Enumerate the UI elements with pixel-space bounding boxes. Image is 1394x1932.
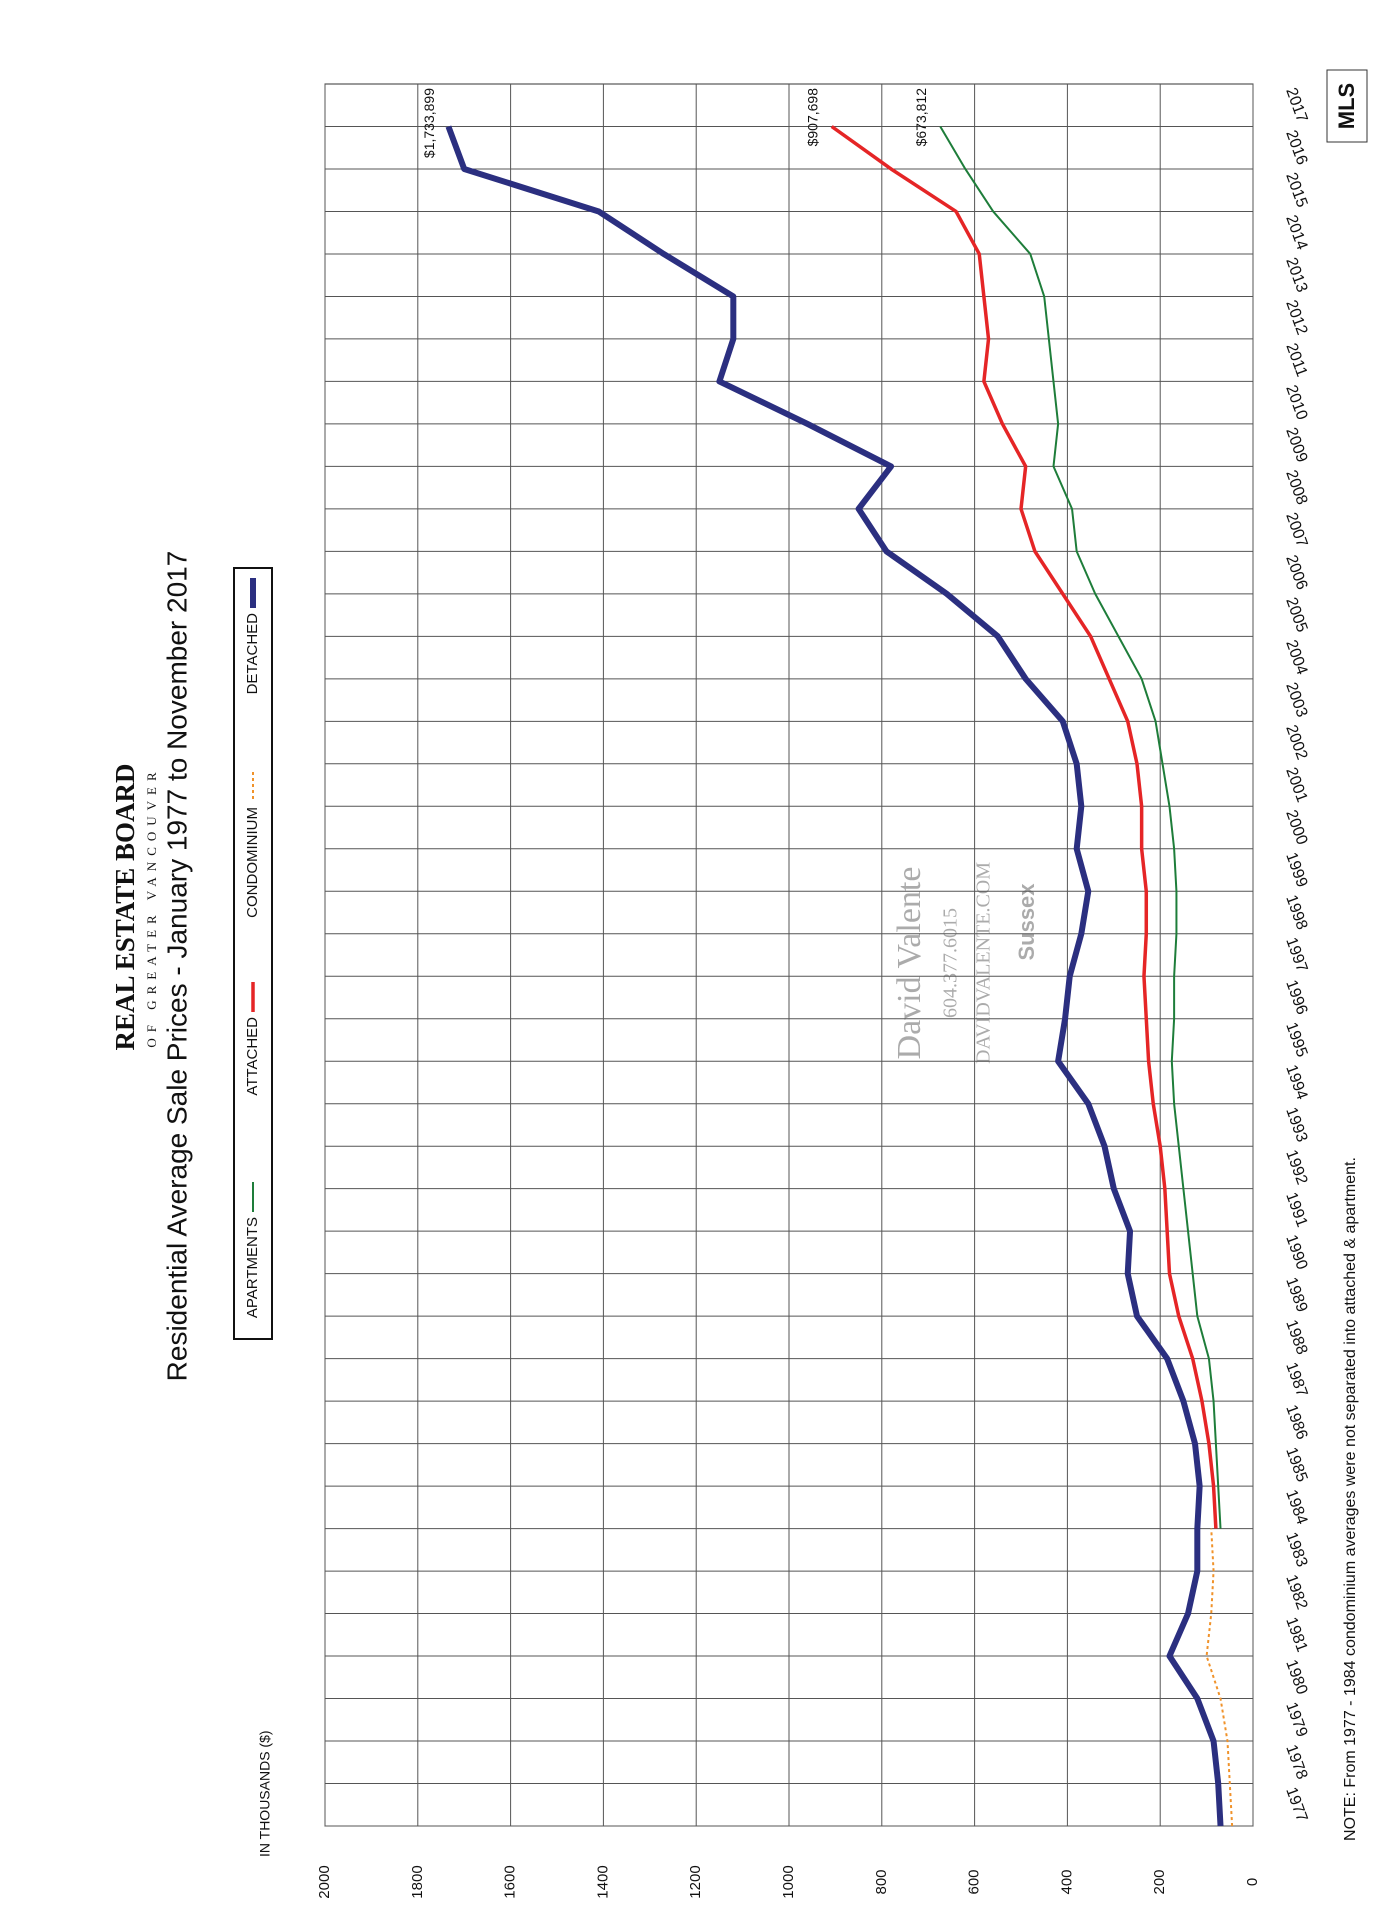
end-label: $673,812 <box>913 88 929 147</box>
x-tick-label: 1982 <box>1282 1573 1310 1612</box>
y-tick-label: 1000 <box>780 1865 797 1898</box>
x-tick-label: 1987 <box>1282 1360 1310 1399</box>
end-label: $1,733,899 <box>421 88 437 158</box>
series-line <box>830 125 1218 1529</box>
y-tick-label: 0 <box>1244 1878 1261 1886</box>
x-tick-label: 2000 <box>1282 808 1310 847</box>
x-tick-label: 1984 <box>1282 1488 1310 1527</box>
y-tick-label: 800 <box>873 1869 890 1894</box>
x-tick-label: 2015 <box>1282 170 1310 209</box>
watermark-web: DAVIDVALENTE.COM <box>973 862 995 1064</box>
mls-text: MLS <box>1334 83 1359 129</box>
x-tick-label: 1996 <box>1282 978 1310 1017</box>
x-tick-label: 2007 <box>1282 510 1310 549</box>
x-tick-label: 2009 <box>1282 425 1310 464</box>
legend-label: CONDOMINIUM <box>244 807 261 918</box>
x-tick-label: 1994 <box>1282 1063 1310 1102</box>
watermark-brand: Sussex <box>1014 883 1039 961</box>
x-tick-label: 1988 <box>1282 1318 1310 1357</box>
x-tick-label: 1985 <box>1282 1445 1310 1484</box>
logo-sub: OF GREATER VANCOUVER <box>144 766 159 1047</box>
x-tick-label: 2008 <box>1282 468 1310 507</box>
rotated-chart: Residential Average Sale Prices - Januar… <box>110 69 1368 1899</box>
end-label: $907,698 <box>804 88 820 147</box>
x-tick-label: 2017 <box>1282 86 1310 125</box>
series-line <box>445 125 1224 1827</box>
chart-title: Residential Average Sale Prices - Januar… <box>161 551 192 1382</box>
y-tick-label: 1600 <box>502 1865 519 1898</box>
x-tick-label: 1999 <box>1282 850 1310 889</box>
x-tick-label: 2010 <box>1282 383 1310 422</box>
y-tick-label: 600 <box>966 1869 983 1894</box>
x-tick-label: 2001 <box>1282 765 1310 804</box>
x-tick-label: 2002 <box>1282 723 1310 762</box>
x-tick-label: 1990 <box>1282 1233 1310 1272</box>
legend <box>233 567 273 1340</box>
legend-label: ATTACHED <box>244 1017 261 1096</box>
legend-label: DETACHED <box>244 613 261 695</box>
x-tick-label: 2012 <box>1282 298 1310 337</box>
x-tick-label: 1980 <box>1282 1658 1310 1697</box>
y-tick-label: 200 <box>1151 1869 1168 1894</box>
x-tick-label: 2006 <box>1282 553 1310 592</box>
x-tick-label: 2003 <box>1282 680 1310 719</box>
watermark-name: David Valente <box>891 867 928 1060</box>
x-tick-label: 1978 <box>1282 1743 1310 1782</box>
series-line <box>1205 1528 1234 1827</box>
watermark-phone: 604.377.6015 <box>940 908 962 1018</box>
x-tick-label: 2011 <box>1282 341 1310 379</box>
y-tick-label: 1800 <box>409 1865 426 1898</box>
x-tick-label: 1998 <box>1282 893 1310 932</box>
x-tick-label: 2005 <box>1282 595 1310 634</box>
x-tick-label: 1986 <box>1282 1403 1310 1442</box>
x-tick-label: 1979 <box>1282 1700 1310 1739</box>
x-tick-label: 2004 <box>1282 638 1310 677</box>
note: NOTE: From 1977 - 1984 condominium avera… <box>1342 1157 1359 1841</box>
x-tick-label: 1989 <box>1282 1275 1310 1314</box>
legend-label: APARTMENTS <box>244 1217 261 1318</box>
watermark: David Valente 604.377.6015 DAVIDVALENTE.… <box>891 862 1039 1064</box>
y-axis-label: IN THOUSANDS ($) <box>257 1730 273 1857</box>
x-tick-label: 2013 <box>1282 255 1310 294</box>
x-tick-label: 1995 <box>1282 1020 1310 1059</box>
x-tick-label: 2014 <box>1282 213 1310 252</box>
y-tick-label: 1200 <box>687 1865 704 1898</box>
mls-logo <box>1326 69 1368 143</box>
y-tick-label: 400 <box>1058 1869 1075 1894</box>
y-tick-label: 2000 <box>316 1865 333 1898</box>
x-tick-label: 1993 <box>1282 1105 1310 1144</box>
x-tick-label: 1981 <box>1282 1615 1310 1654</box>
x-tick-label: 1991 <box>1282 1190 1310 1229</box>
x-tick-label: 1977 <box>1282 1785 1310 1824</box>
logo-name: REAL ESTATE BOARD <box>110 763 140 1050</box>
x-tick-label: 1983 <box>1282 1530 1310 1569</box>
series-line <box>939 125 1222 1529</box>
x-tick-label: 2016 <box>1282 128 1310 167</box>
x-tick-label: 1992 <box>1282 1148 1310 1187</box>
y-tick-label: 1400 <box>594 1865 611 1898</box>
x-tick-label: 1997 <box>1282 935 1310 974</box>
